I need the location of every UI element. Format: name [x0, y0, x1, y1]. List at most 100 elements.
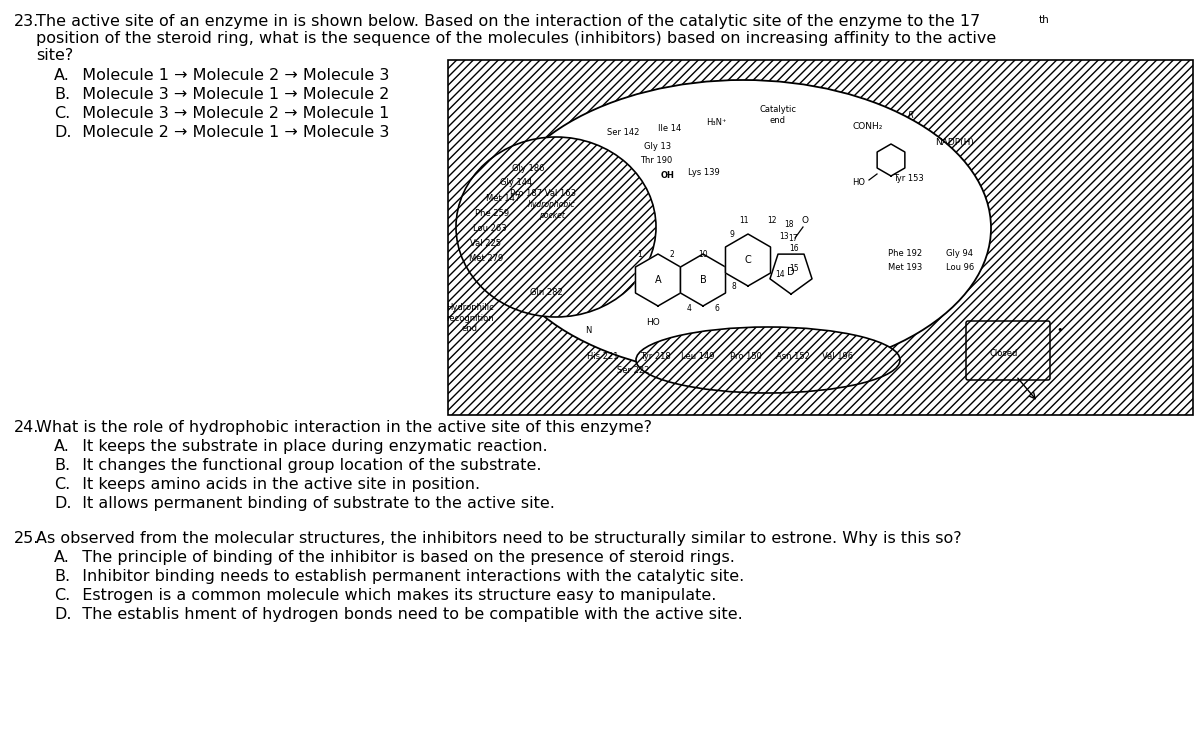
- Text: 9: 9: [730, 230, 734, 238]
- Text: The establis hment of hydrogen bonds need to be compatible with the active site.: The establis hment of hydrogen bonds nee…: [72, 607, 743, 622]
- Text: Lys 139: Lys 139: [688, 168, 720, 176]
- Text: Molecule 1 → Molecule 2 → Molecule 3: Molecule 1 → Molecule 2 → Molecule 3: [72, 68, 389, 83]
- Text: A.: A.: [54, 439, 70, 454]
- Text: NADP(H): NADP(H): [935, 138, 974, 147]
- Text: Inhibitor binding needs to establish permanent interactions with the catalytic s: Inhibitor binding needs to establish per…: [72, 569, 744, 584]
- Text: H₃N⁺: H₃N⁺: [706, 117, 726, 127]
- Polygon shape: [770, 254, 812, 294]
- Text: C.: C.: [54, 477, 71, 492]
- Text: 12: 12: [767, 216, 776, 225]
- Text: Gly 186: Gly 186: [511, 163, 545, 173]
- Text: Gly 94: Gly 94: [946, 249, 973, 257]
- Text: Tyr 218: Tyr 218: [640, 351, 671, 361]
- Text: Gly 13: Gly 13: [644, 141, 672, 150]
- Text: D.: D.: [54, 125, 72, 140]
- Text: Val 196: Val 196: [822, 351, 853, 361]
- Text: Lou 263: Lou 263: [473, 224, 506, 233]
- Text: CONH₂: CONH₂: [853, 122, 883, 130]
- Text: It keeps the substrate in place during enzymatic reaction.: It keeps the substrate in place during e…: [72, 439, 547, 454]
- Text: B: B: [700, 275, 707, 285]
- Ellipse shape: [456, 137, 656, 317]
- Text: Leu 149: Leu 149: [682, 351, 715, 361]
- Text: 16: 16: [790, 243, 799, 252]
- Text: C.: C.: [54, 588, 71, 603]
- Text: 8: 8: [732, 281, 737, 290]
- Text: B.: B.: [54, 87, 70, 102]
- Text: Ser 142: Ser 142: [607, 128, 640, 136]
- Text: D.: D.: [54, 496, 72, 511]
- Text: Gln 282: Gln 282: [529, 287, 563, 297]
- Text: Tyr 153: Tyr 153: [893, 174, 924, 182]
- Text: The principle of binding of the inhibitor is based on the presence of steroid ri: The principle of binding of the inhibito…: [72, 550, 734, 565]
- Bar: [448, 60, 1193, 415]
- Text: HO: HO: [852, 177, 865, 187]
- Text: Thr 190: Thr 190: [640, 155, 672, 165]
- Text: It keeps amino acids in the active site in position.: It keeps amino acids in the active site …: [72, 477, 480, 492]
- Text: Catalytic
end: Catalytic end: [760, 105, 797, 125]
- Text: His 221: His 221: [587, 351, 619, 361]
- Text: 11: 11: [739, 216, 749, 225]
- Text: 6: 6: [714, 303, 720, 313]
- Text: C: C: [745, 255, 751, 265]
- FancyBboxPatch shape: [966, 321, 1050, 380]
- Text: 18: 18: [785, 219, 793, 228]
- Text: Estrogen is a common molecule which makes its structure easy to manipulate.: Estrogen is a common molecule which make…: [72, 588, 716, 603]
- Text: 4: 4: [686, 303, 691, 313]
- Text: D: D: [787, 267, 794, 277]
- Text: A.: A.: [54, 68, 70, 83]
- Text: 15: 15: [790, 263, 799, 273]
- Text: Molecule 3 → Molecule 2 → Molecule 1: Molecule 3 → Molecule 2 → Molecule 1: [72, 106, 389, 121]
- Text: Met 147: Met 147: [486, 193, 520, 203]
- Polygon shape: [877, 144, 905, 176]
- Text: A: A: [655, 275, 661, 285]
- Text: 10: 10: [698, 249, 708, 259]
- Text: 1: 1: [637, 249, 642, 259]
- Text: R: R: [908, 111, 914, 120]
- Text: Asn 152: Asn 152: [776, 351, 810, 361]
- Text: Gly 144: Gly 144: [500, 177, 532, 187]
- Text: HO: HO: [646, 318, 660, 327]
- Text: B.: B.: [54, 458, 70, 473]
- Polygon shape: [726, 234, 770, 286]
- Text: What is the role of hydrophobic interaction in the active site of this enzyme?: What is the role of hydrophobic interact…: [36, 420, 652, 435]
- Polygon shape: [636, 254, 680, 306]
- Text: th: th: [1039, 15, 1050, 25]
- Text: Met 193: Met 193: [888, 262, 923, 271]
- Text: Val 225: Val 225: [470, 238, 502, 248]
- Text: hydrophobic
pocket: hydrophobic pocket: [528, 200, 576, 219]
- Text: D.: D.: [54, 607, 72, 622]
- Text: 25.: 25.: [14, 531, 40, 546]
- Text: N: N: [584, 326, 592, 335]
- Text: Lou 96: Lou 96: [946, 262, 974, 271]
- Text: Pro 187 Val 163: Pro 187 Val 163: [510, 189, 576, 198]
- Text: Phe 259: Phe 259: [475, 208, 509, 217]
- Text: A.: A.: [54, 550, 70, 565]
- Text: 14: 14: [775, 270, 785, 278]
- Ellipse shape: [636, 327, 900, 393]
- Text: 13: 13: [779, 232, 788, 241]
- Text: Ile 14: Ile 14: [659, 123, 682, 133]
- Text: 23.: 23.: [14, 14, 40, 29]
- Text: •: •: [1057, 325, 1063, 335]
- Text: 24.: 24.: [14, 420, 40, 435]
- Text: OH: OH: [661, 171, 674, 179]
- Text: O: O: [802, 216, 809, 225]
- Text: It changes the functional group location of the substrate.: It changes the functional group location…: [72, 458, 541, 473]
- Ellipse shape: [496, 80, 991, 376]
- Text: Pro 150: Pro 150: [730, 351, 762, 361]
- Text: Molecule 3 → Molecule 1 → Molecule 2: Molecule 3 → Molecule 1 → Molecule 2: [72, 87, 389, 102]
- Polygon shape: [680, 254, 726, 306]
- Text: Hydrophilic
recognition
end: Hydrophilic recognition end: [446, 303, 494, 333]
- Text: 2: 2: [670, 249, 674, 259]
- Text: position of the steroid ring, what is the sequence of the molecules (inhibitors): position of the steroid ring, what is th…: [36, 31, 996, 46]
- Text: 17: 17: [788, 233, 798, 243]
- Text: It allows permanent binding of substrate to the active site.: It allows permanent binding of substrate…: [72, 496, 554, 511]
- Text: Phe 192: Phe 192: [888, 249, 922, 257]
- Text: Ser 222: Ser 222: [617, 365, 649, 375]
- Text: Molecule 2 → Molecule 1 → Molecule 3: Molecule 2 → Molecule 1 → Molecule 3: [72, 125, 389, 140]
- Text: site?: site?: [36, 48, 73, 63]
- Text: As observed from the molecular structures, the inhibitors need to be structurall: As observed from the molecular structure…: [36, 531, 961, 546]
- Text: Closed: Closed: [990, 348, 1018, 357]
- Text: C.: C.: [54, 106, 71, 121]
- Text: The active site of an enzyme in is shown below. Based on the interaction of the : The active site of an enzyme in is shown…: [36, 14, 980, 29]
